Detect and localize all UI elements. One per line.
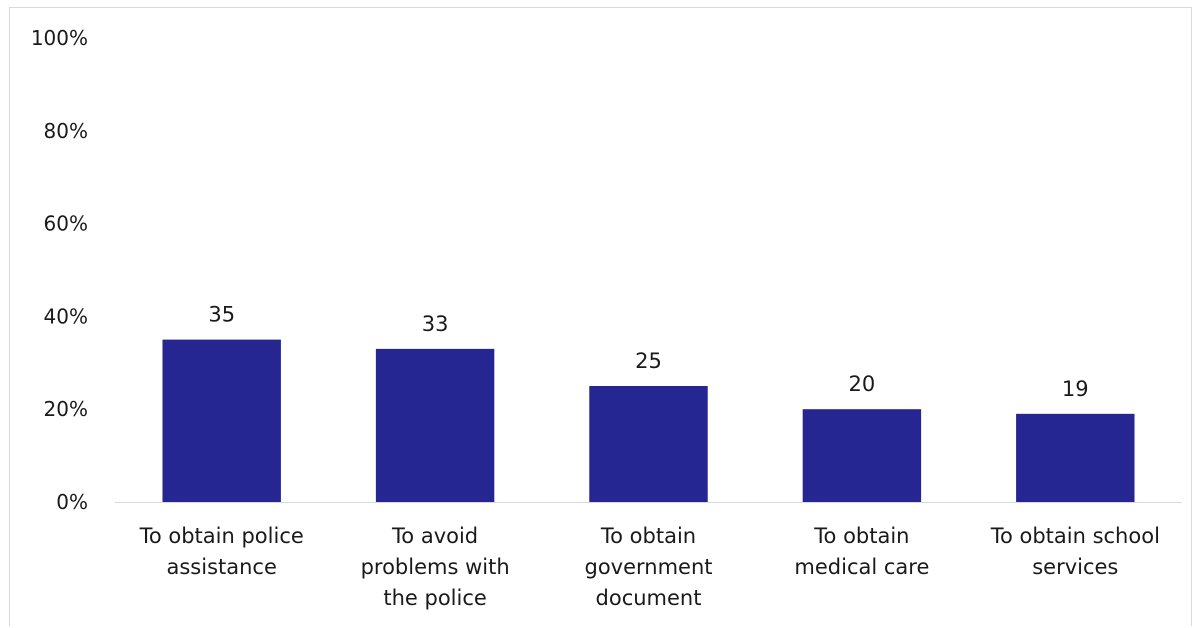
data-label: 20 bbox=[849, 372, 876, 396]
data-label: 35 bbox=[208, 303, 235, 327]
bar bbox=[1016, 413, 1135, 502]
data-label: 19 bbox=[1062, 377, 1089, 401]
y-tick-label: 100% bbox=[31, 26, 88, 50]
category-label: To obtain school services bbox=[990, 524, 1160, 579]
y-tick-label: 60% bbox=[44, 212, 88, 236]
chart-frame bbox=[9, 7, 1192, 626]
bar bbox=[162, 339, 281, 502]
y-tick-label: 20% bbox=[44, 397, 88, 421]
y-tick-label: 80% bbox=[44, 119, 88, 143]
bar bbox=[375, 348, 495, 502]
y-tick-label: 40% bbox=[44, 304, 88, 328]
category-label: To obtain police assistance bbox=[139, 524, 304, 579]
bar bbox=[802, 409, 922, 502]
y-tick-label: 0% bbox=[56, 490, 88, 514]
data-label: 33 bbox=[422, 312, 449, 336]
bar bbox=[589, 386, 708, 502]
category-label: To obtain medical care bbox=[794, 524, 929, 579]
category-label: To avoid problems with the police bbox=[361, 524, 510, 610]
data-label: 25 bbox=[635, 349, 662, 373]
category-label: To obtain government document bbox=[584, 524, 712, 610]
